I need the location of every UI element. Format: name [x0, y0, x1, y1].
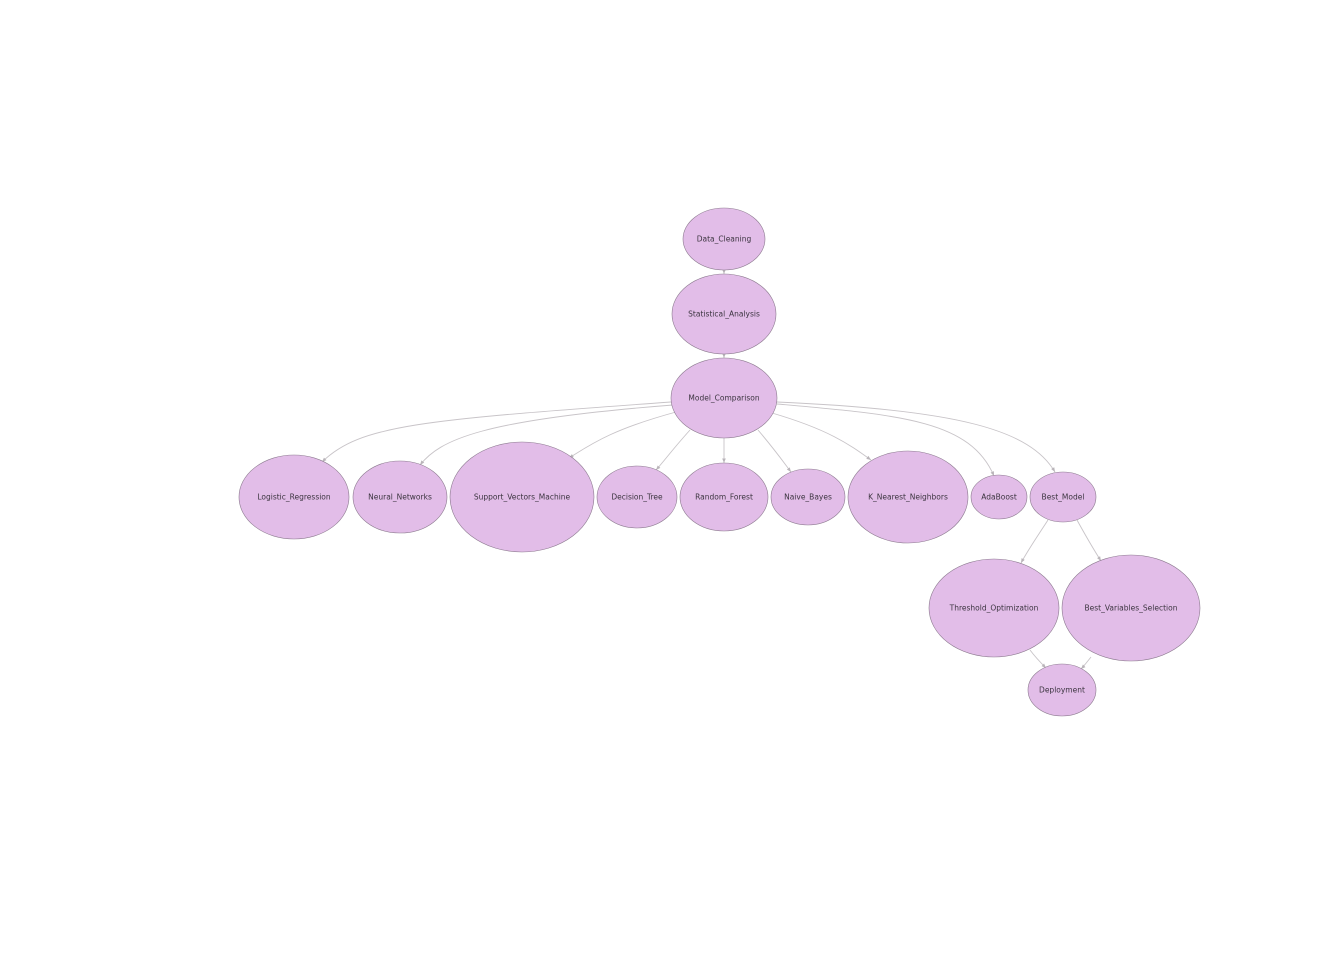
node-label: Data_Cleaning	[697, 235, 752, 244]
node-ellipse	[671, 273, 777, 355]
edge-model-comparison-to-decision-tree	[655, 429, 691, 471]
node-label: Logistic_Regression	[257, 493, 331, 502]
node-label: Best_Variables_Selection	[1085, 604, 1178, 613]
node-best-variables-selection: Best_Variables_Selection	[1061, 554, 1201, 662]
node-ellipse	[770, 468, 846, 526]
edge-line	[321, 401, 672, 463]
arrowhead	[1051, 467, 1055, 472]
edge-best-variables-selection-to-deployment	[1080, 656, 1092, 670]
edge-line	[771, 412, 872, 461]
edge-line	[1076, 519, 1102, 562]
arrowhead	[420, 460, 425, 465]
node-label: AdaBoost	[981, 493, 1017, 502]
node-label: Decision_Tree	[611, 493, 663, 502]
arrowhead	[1081, 664, 1086, 669]
edge-model-comparison-to-best-model	[776, 401, 1056, 473]
edge-statistical-analysis-to-model-comparison	[722, 353, 726, 358]
edge-model-comparison-to-naive-bayes	[757, 429, 792, 473]
edge-line	[419, 404, 674, 466]
arrowhead	[1097, 556, 1101, 561]
node-data-cleaning: Data_Cleaning	[682, 207, 766, 271]
node-neural-networks: Neural_Networks	[352, 460, 448, 534]
node-label: K_Nearest_Neighbors	[868, 493, 948, 502]
edge-best-model-to-threshold-optimization	[1020, 519, 1049, 564]
node-ellipse	[679, 462, 769, 532]
arrowhead	[722, 458, 726, 463]
arrowhead	[722, 269, 726, 274]
node-threshold-optimization: Threshold_Optimization	[928, 558, 1060, 658]
node-adaboost: AdaBoost	[970, 474, 1028, 520]
node-model-comparison: Model_Comparison	[670, 357, 778, 439]
node-ellipse	[596, 465, 678, 529]
arrowhead	[866, 455, 871, 460]
node-deployment: Deployment	[1027, 663, 1097, 717]
node-naive-bayes: Naive_Bayes	[770, 468, 846, 526]
arrowhead	[722, 353, 726, 358]
edge-model-comparison-to-adaboost	[776, 403, 995, 477]
edge-best-model-to-best-variables-selection	[1076, 519, 1102, 562]
node-ellipse	[928, 558, 1060, 658]
node-logistic-regression: Logistic_Regression	[238, 454, 350, 540]
edge-data-cleaning-to-statistical-analysis	[722, 269, 726, 274]
arrowhead	[990, 471, 994, 476]
edge-threshold-optimization-to-deployment	[1029, 649, 1047, 669]
node-ellipse	[449, 441, 595, 553]
node-label: Model_Comparison	[688, 394, 759, 403]
edge-model-comparison-to-support-vectors-machine	[568, 411, 677, 459]
node-label: Neural_Networks	[368, 493, 432, 502]
edge-line	[568, 411, 677, 459]
edge-model-comparison-to-neural-networks	[419, 404, 674, 466]
node-ellipse	[1027, 663, 1097, 717]
node-ellipse	[682, 207, 766, 271]
edge-line	[776, 401, 1056, 473]
edge-line	[655, 429, 691, 471]
node-ellipse	[238, 454, 350, 540]
node-ellipse	[1061, 554, 1201, 662]
node-best-model: Best_Model	[1029, 471, 1097, 523]
node-k-nearest-neighbors: K_Nearest_Neighbors	[847, 450, 969, 544]
node-label: Threshold_Optimization	[949, 604, 1039, 613]
edge-model-comparison-to-random-forest	[722, 437, 726, 463]
node-label: Random_Forest	[695, 493, 753, 502]
arrowhead	[322, 457, 327, 462]
arrowhead	[1041, 663, 1046, 668]
edge-model-comparison-to-k-nearest-neighbors	[771, 412, 872, 461]
node-label: Naive_Bayes	[784, 493, 832, 502]
node-label: Best_Model	[1042, 493, 1085, 502]
edge-line	[757, 429, 792, 473]
nodes-layer: Data_Cleaning Statistical_Analysis Model_C…	[238, 207, 1201, 717]
edge-line	[776, 403, 995, 477]
node-ellipse	[970, 474, 1028, 520]
edge-line	[1020, 519, 1049, 564]
edges-layer	[321, 269, 1102, 670]
node-decision-tree: Decision_Tree	[596, 465, 678, 529]
node-label: Support_Vectors_Machine	[474, 493, 571, 502]
node-ellipse	[670, 357, 778, 439]
node-ellipse	[1029, 471, 1097, 523]
node-ellipse	[352, 460, 448, 534]
arrowhead	[656, 465, 661, 470]
node-ellipse	[847, 450, 969, 544]
arrowhead	[1021, 558, 1025, 563]
edge-model-comparison-to-logistic-regression	[321, 401, 672, 463]
arrowhead	[786, 467, 791, 472]
node-label: Statistical_Analysis	[688, 310, 760, 319]
node-random-forest: Random_Forest	[679, 462, 769, 532]
node-support-vectors-machine: Support_Vectors_Machine	[449, 441, 595, 553]
node-label: Deployment	[1039, 686, 1085, 695]
node-statistical-analysis: Statistical_Analysis	[671, 273, 777, 355]
